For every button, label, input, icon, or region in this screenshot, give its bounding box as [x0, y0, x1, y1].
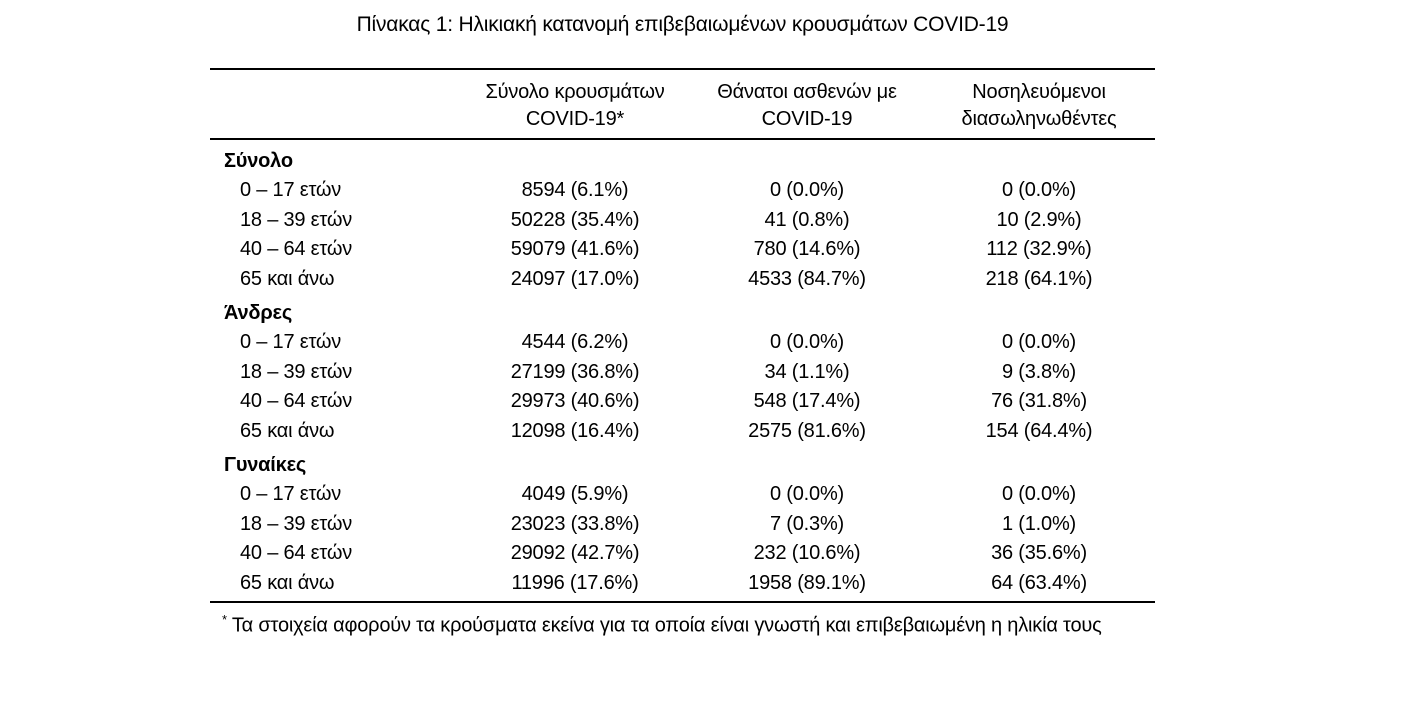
table-row: 40 – 64 ετών 59079 (41.6%) 780 (14.6%) 1…	[210, 235, 1155, 265]
intubated-value: 218 (64.1%)	[985, 267, 1093, 290]
age-group-label: 18 – 39 ετών	[240, 208, 353, 231]
cases-value: 50228 (35.4%)	[510, 208, 640, 231]
deaths-value: 548 (17.4%)	[753, 390, 861, 412]
deaths-value: 0 (0.0%)	[770, 179, 844, 201]
cases-value: 4544 (6.2%)	[521, 331, 629, 353]
table-row: 18 – 39 ετών 50228 (35.4%) 41 (0.8%) 10 …	[210, 206, 1155, 236]
table-row: 40 – 64 ετών 29973 (40.6%) 548 (17.4%) 7…	[210, 387, 1155, 417]
age-group-label: 0 – 17 ετών	[240, 483, 342, 505]
table-row: 65 και άνω 24097 (17.0%) 4533 (84.7%) 21…	[210, 265, 1155, 295]
deaths-value: 7 (0.3%)	[770, 512, 844, 535]
cases-value: 11996 (17.6%)	[511, 571, 639, 594]
age-group-label: 40 – 64 ετών	[240, 542, 353, 564]
table-row: 0 – 17 ετών 8594 (6.1%) 0 (0.0%) 0 (0.0%…	[210, 176, 1155, 206]
age-group-label: 0 – 17 ετών	[240, 331, 342, 353]
header-intubated-line1: Νοσηλευόμενοι	[972, 81, 1106, 103]
intubated-value: 0 (0.0%)	[1002, 331, 1076, 353]
age-group-label: 18 – 39 ετών	[240, 512, 353, 535]
section-label-men: Άνδρες	[224, 301, 293, 324]
covid-age-distribution-table: Σύνολο κρουσμάτων COVID-19* Θάνατοι ασθε…	[210, 68, 1155, 641]
cases-value: 24097 (17.0%)	[510, 267, 640, 290]
table-row: 18 – 39 ετών 23023 (33.8%) 7 (0.3%) 1 (1…	[210, 510, 1155, 540]
cases-value: 29092 (42.7%)	[510, 542, 640, 564]
cases-value: 8594 (6.1%)	[521, 179, 629, 201]
section-label-total: Σύνολο	[224, 149, 293, 172]
intubated-value: 1 (1.0%)	[1002, 512, 1076, 535]
cases-value: 27199 (36.8%)	[510, 360, 640, 383]
intubated-value: 0 (0.0%)	[1002, 179, 1076, 201]
header-cell-intubated: Νοσηλευόμενοι διασωληνωθέντες	[923, 79, 1155, 133]
deaths-value: 2575 (81.6%)	[748, 419, 866, 442]
deaths-value: 0 (0.0%)	[770, 483, 844, 505]
cases-value: 23023 (33.8%)	[510, 512, 640, 535]
table-row: 0 – 17 ετών 4544 (6.2%) 0 (0.0%) 0 (0.0%…	[210, 328, 1155, 358]
table-row: 0 – 17 ετών 4049 (5.9%) 0 (0.0%) 0 (0.0%…	[210, 480, 1155, 510]
table-row: 65 και άνω 12098 (16.4%) 2575 (81.6%) 15…	[210, 417, 1155, 447]
deaths-value: 34 (1.1%)	[764, 360, 850, 383]
intubated-value: 36 (35.6%)	[991, 542, 1087, 564]
age-group-label: 65 και άνω	[240, 419, 335, 442]
intubated-value: 9 (3.8%)	[1002, 360, 1076, 383]
header-total-cases-line2: COVID-19*	[525, 108, 625, 130]
intubated-value: 64 (63.4%)	[991, 571, 1087, 594]
table-row: 40 – 64 ετών 29092 (42.7%) 232 (10.6%) 3…	[210, 539, 1155, 569]
header-deaths-line2: COVID-19	[761, 108, 853, 130]
intubated-value: 154 (64.4%)	[985, 419, 1093, 442]
table-row: 18 – 39 ετών 27199 (36.8%) 34 (1.1%) 9 (…	[210, 358, 1155, 388]
header-cell-empty	[210, 79, 459, 133]
intubated-value: 76 (31.8%)	[991, 390, 1087, 412]
age-group-label: 65 και άνω	[240, 267, 335, 290]
age-group-label: 65 και άνω	[240, 571, 335, 594]
header-total-cases-line1: Σύνολο κρουσμάτων	[485, 81, 665, 103]
header-deaths-line1: Θάνατοι ασθενών με	[717, 81, 897, 103]
cases-value: 29973 (40.6%)	[510, 390, 640, 412]
footnote-asterisk: *	[222, 612, 227, 627]
deaths-value: 0 (0.0%)	[770, 331, 844, 353]
section-label-women: Γυναίκες	[224, 453, 307, 476]
header-cell-total-cases: Σύνολο κρουσμάτων COVID-19*	[459, 79, 691, 133]
deaths-value: 4533 (84.7%)	[748, 267, 866, 290]
cases-value: 4049 (5.9%)	[521, 483, 629, 505]
intubated-value: 10 (2.9%)	[996, 208, 1082, 231]
table-body: Σύνολο 0 – 17 ετών 8594 (6.1%) 0 (0.0%) …	[210, 140, 1155, 603]
footnote-text: Τα στοιχεία αφορούν τα κρούσματα εκείνα …	[231, 614, 1102, 637]
cases-value: 59079 (41.6%)	[510, 238, 640, 260]
intubated-value: 0 (0.0%)	[1002, 483, 1076, 505]
deaths-value: 41 (0.8%)	[764, 208, 850, 231]
deaths-value: 780 (14.6%)	[753, 238, 861, 260]
table-header-row: Σύνολο κρουσμάτων COVID-19* Θάνατοι ασθε…	[210, 68, 1155, 140]
deaths-value: 232 (10.6%)	[753, 542, 861, 564]
age-group-label: 18 – 39 ετών	[240, 360, 353, 383]
header-cell-deaths: Θάνατοι ασθενών με COVID-19	[691, 79, 923, 133]
table-row: 65 και άνω 11996 (17.6%) 1958 (89.1%) 64…	[210, 569, 1155, 599]
table-title: Πίνακας 1: Ηλικιακή κατανομή επιβεβαιωμέ…	[356, 13, 1009, 36]
age-group-label: 40 – 64 ετών	[240, 238, 353, 260]
cases-value: 12098 (16.4%)	[510, 419, 640, 442]
deaths-value: 1958 (89.1%)	[748, 571, 866, 594]
age-group-label: 40 – 64 ετών	[240, 390, 353, 412]
intubated-value: 112 (32.9%)	[986, 238, 1092, 260]
table-footnote: * Τα στοιχεία αφορούν τα κρούσματα εκείνα…	[210, 605, 1155, 641]
age-group-label: 0 – 17 ετών	[240, 179, 342, 201]
header-intubated-line2: διασωληνωθέντες	[961, 108, 1117, 130]
